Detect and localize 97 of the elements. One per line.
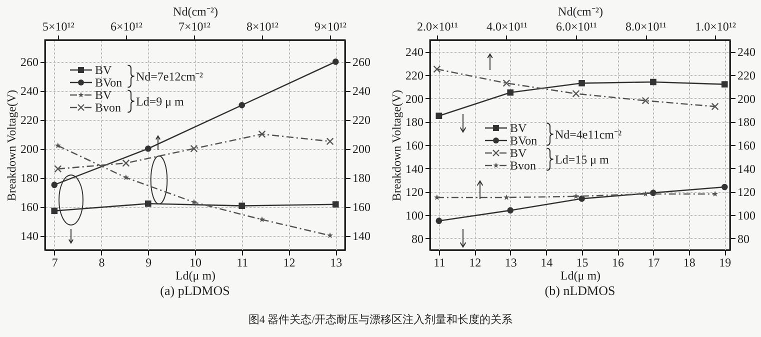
point bbox=[721, 81, 728, 88]
x-tick-label: 14 bbox=[540, 256, 553, 270]
y-tick-label: 260 bbox=[20, 55, 38, 70]
legend-label: BV bbox=[510, 146, 528, 160]
y-tick-label: 220 bbox=[20, 113, 38, 128]
point bbox=[51, 208, 58, 214]
x2-tick-label: 2.0×10¹¹ bbox=[416, 20, 458, 34]
y2-tick-label: 200 bbox=[352, 142, 370, 156]
x-axis-title: Ld(μ m) bbox=[560, 268, 601, 282]
x-tick-label: 16 bbox=[612, 256, 624, 270]
point bbox=[507, 207, 514, 214]
y2-tick-label: 180 bbox=[738, 115, 756, 130]
x2-tick-label: 4.0×10¹¹ bbox=[486, 20, 528, 34]
x-tick-label: 10 bbox=[190, 256, 202, 270]
x-tick-label: 7 bbox=[52, 256, 58, 270]
y-axis-title: Breakdown Voltage(V) bbox=[4, 90, 18, 202]
legend-label: Bvon bbox=[510, 158, 536, 172]
x-tick-label: 8 bbox=[98, 256, 105, 270]
legend-label: BV bbox=[95, 63, 112, 77]
y-tick-label: 140 bbox=[20, 229, 38, 244]
annotation: Ld=15 μ m bbox=[555, 152, 610, 166]
x-tick-label: 19 bbox=[719, 256, 732, 270]
x-tick-label: 11 bbox=[434, 256, 446, 270]
point bbox=[650, 78, 656, 86]
y2-tick-label: 160 bbox=[738, 138, 756, 152]
point bbox=[51, 182, 58, 188]
legend-label: BV bbox=[95, 88, 112, 102]
y2-tick-label: 260 bbox=[352, 55, 370, 70]
y2-tick-label: 140 bbox=[738, 162, 756, 176]
point bbox=[238, 202, 246, 209]
y2-tick-label: 180 bbox=[352, 171, 370, 186]
point bbox=[507, 89, 514, 96]
y-tick-label: 100 bbox=[406, 208, 424, 222]
y-tick-label: 140 bbox=[406, 162, 424, 176]
text: (b) nLDMOS bbox=[544, 283, 616, 298]
point bbox=[436, 218, 442, 224]
legend-label: Bvon bbox=[95, 100, 122, 114]
x-tick-label: 17 bbox=[648, 256, 660, 270]
legend-label: BV bbox=[510, 121, 528, 135]
y-tick-label: 240 bbox=[406, 45, 424, 60]
y-axis-title: Breakdown Voltage(V) bbox=[390, 90, 404, 202]
y2-tick-label: 220 bbox=[352, 113, 370, 128]
point bbox=[332, 58, 339, 65]
y-tick-label: 200 bbox=[20, 142, 38, 156]
x2-axis-title: Nd(cm⁻²) bbox=[558, 4, 603, 18]
x-tick-label: 11 bbox=[236, 256, 248, 270]
x-tick-label: 13 bbox=[330, 256, 342, 270]
x-tick-label: 9 bbox=[146, 256, 152, 270]
y2-tick-label: 120 bbox=[738, 185, 756, 200]
point bbox=[578, 80, 585, 86]
y2-tick-label: 220 bbox=[738, 68, 756, 82]
annotation: Ld=9 μ m bbox=[136, 94, 185, 108]
y2-tick-label: 100 bbox=[738, 208, 756, 222]
y2-tick-label: 160 bbox=[352, 200, 370, 214]
legend-label: BVon bbox=[95, 76, 122, 90]
y-tick-label: 200 bbox=[406, 92, 424, 106]
y-tick-label: 160 bbox=[20, 200, 38, 214]
x2-tick-label: 9×10¹² bbox=[314, 20, 347, 34]
x2-tick-label: 6.0×10¹¹ bbox=[556, 20, 598, 34]
y-tick-label: 240 bbox=[20, 84, 38, 98]
x2-tick-label: 8×10¹² bbox=[246, 20, 279, 34]
y2-tick-label: 140 bbox=[352, 229, 370, 244]
x-axis-title: Ld(μ m) bbox=[175, 268, 216, 282]
x-tick-label: 15 bbox=[576, 256, 588, 270]
annotation: Nd=4e11cm⁻² bbox=[555, 127, 622, 142]
point bbox=[650, 190, 656, 196]
x2-tick-label: 1.0×10¹² bbox=[695, 20, 736, 34]
annotation: Nd=7e12cm⁻² bbox=[136, 69, 204, 84]
y2-tick-label: 200 bbox=[738, 92, 756, 106]
y2-tick-label: 240 bbox=[738, 45, 756, 60]
y-tick-label: 120 bbox=[406, 185, 424, 200]
x2-tick-label: 6×10¹² bbox=[110, 20, 143, 34]
y-tick-label: 220 bbox=[406, 68, 424, 82]
x2-tick-label: 7×10¹² bbox=[178, 20, 211, 34]
point bbox=[578, 196, 585, 202]
caption: 图4 器件关态/开态耐压与漂移区注入剂量和长度的关系 bbox=[247, 313, 514, 327]
point bbox=[436, 112, 442, 119]
point bbox=[144, 200, 152, 207]
point bbox=[332, 201, 339, 208]
x-tick-label: 13 bbox=[504, 256, 517, 270]
x-tick-label: 12 bbox=[469, 256, 482, 270]
y-tick-label: 160 bbox=[406, 138, 424, 152]
x-tick-label: 12 bbox=[283, 256, 296, 270]
x2-tick-label: 5×10¹² bbox=[42, 20, 75, 34]
legend-label: BVon bbox=[510, 134, 538, 148]
text: (a) pLDMOS bbox=[160, 283, 230, 298]
x2-tick-label: 8.0×10¹¹ bbox=[626, 20, 667, 34]
x2-axis-title: Nd(cm⁻²) bbox=[173, 4, 218, 18]
point bbox=[144, 145, 152, 152]
x-tick-label: 18 bbox=[683, 256, 696, 270]
point bbox=[238, 102, 246, 108]
y2-tick-label: 240 bbox=[352, 84, 370, 98]
y2-tick-label: 80 bbox=[738, 232, 750, 246]
y-tick-label: 180 bbox=[406, 115, 424, 130]
point bbox=[721, 184, 728, 190]
y-tick-label: 80 bbox=[412, 232, 424, 246]
y-tick-label: 180 bbox=[20, 171, 38, 186]
